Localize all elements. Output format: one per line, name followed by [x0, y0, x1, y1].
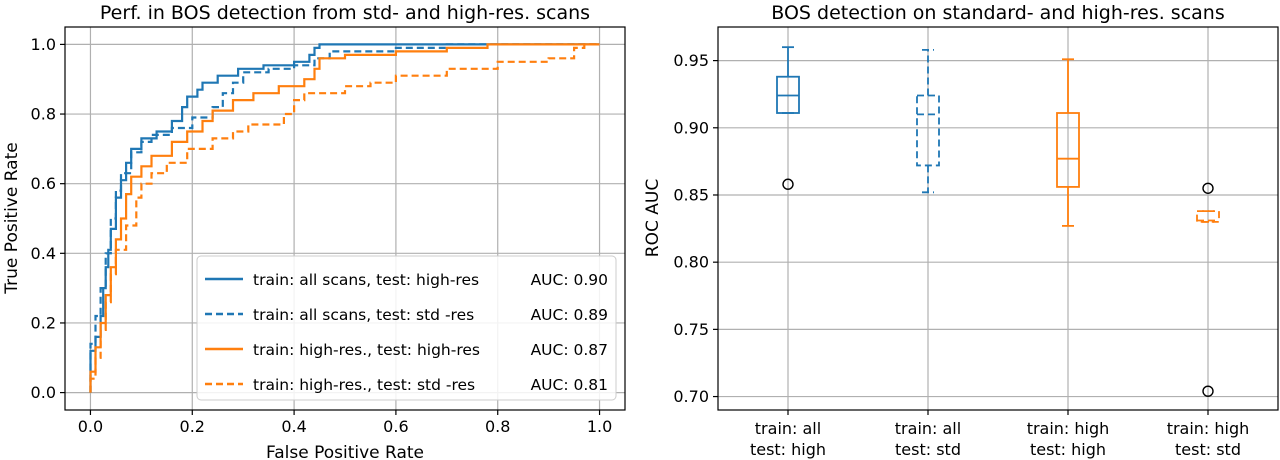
- boxplot-x-tick-label: train: high: [1167, 419, 1250, 438]
- boxplot-y-tick-label: 0.75: [673, 320, 709, 339]
- roc-curve-2: [89, 43, 600, 393]
- boxplot-grid: [718, 27, 1278, 410]
- roc-x-tick-label: 0.6: [383, 417, 408, 436]
- roc-chart-title: Perf. in BOS detection from std- and hig…: [100, 2, 590, 24]
- roc-x-tick-label: 0.8: [485, 417, 510, 436]
- roc-x-tick-label: 1.0: [587, 417, 612, 436]
- legend-label-1: train: all scans, test: high-res: [253, 271, 479, 289]
- roc-x-tick-label: 0.2: [180, 417, 205, 436]
- legend-box: [196, 255, 617, 401]
- boxplot-y-tick-label: 0.95: [673, 51, 709, 70]
- roc-y-tick-label: 0.6: [31, 174, 56, 193]
- boxplot-x-tick-label: test: high: [1030, 440, 1106, 459]
- roc-grid: [65, 27, 625, 410]
- boxplot-plot-frame: [717, 26, 1279, 411]
- roc-y-tick-label: 0.0: [31, 383, 56, 402]
- legend-auc-1: AUC: 0.90: [531, 271, 608, 289]
- boxplot-x-tick-label: test: high: [750, 440, 826, 459]
- boxplot-chart: BOS detection on standard- and high-res.…: [643, 2, 1279, 459]
- roc-y-axis-label: True Positive Rate: [2, 142, 22, 294]
- legend-label-4: train: high-res., test: std -res: [253, 376, 475, 394]
- outlier-point: [1202, 385, 1214, 397]
- box-1: [776, 46, 800, 114]
- legend-auc-2: AUC: 0.89: [531, 306, 608, 324]
- legend-label-2: train: all scans, test: std -res: [253, 306, 474, 324]
- roc-x-axis-label: False Positive Rate: [266, 443, 424, 460]
- boxplot-chart-title: BOS detection on standard- and high-res.…: [771, 2, 1224, 24]
- roc-x-tick-label: 0.0: [78, 417, 103, 436]
- box-iqr: [916, 94, 940, 167]
- box-iqr: [1056, 112, 1080, 188]
- boxplot-boxes: [776, 46, 1220, 397]
- boxplot-y-tick-label: 0.90: [673, 118, 709, 137]
- roc-ticks: 0.0 0.2 0.4 0.6 0.8 1.0 0.0 0.2 0.4 0.6 0.8 1.0: [31, 35, 613, 436]
- roc-y-tick-label: 0.4: [31, 244, 56, 263]
- roc-y-tick-label: 0.2: [31, 313, 56, 332]
- roc-lines: [89, 43, 600, 393]
- roc-y-tick-label: 1.0: [31, 35, 56, 54]
- legend-auc-3: AUC: 0.87: [531, 341, 608, 359]
- boxplot-x-tick-label: test: std: [1175, 440, 1241, 459]
- boxplot-y-tick-label: 0.80: [673, 253, 709, 272]
- outlier-point: [782, 178, 794, 190]
- roc-legend: train: all scans, test: high-res AUC: 0.9…: [196, 255, 617, 401]
- legend-auc-4: AUC: 0.81: [531, 376, 608, 394]
- boxplot-ticks: 0.70 0.75 0.80 0.85 0.90 0.95 train: all test: …: [673, 51, 1249, 459]
- boxplot-y-axis-label: ROC AUC: [643, 179, 663, 257]
- boxplot-y-tick-label: 0.85: [673, 185, 709, 204]
- boxplot-x-tick-label: train: all: [755, 419, 821, 438]
- roc-plot-frame: [64, 26, 626, 411]
- box-3: [1056, 58, 1080, 227]
- outlier-point: [1202, 182, 1214, 194]
- roc-chart: Perf. in BOS detection from std- and hig…: [2, 2, 626, 460]
- legend-label-3: train: high-res., test: high-res: [253, 341, 480, 359]
- roc-curve-4: [89, 43, 600, 393]
- boxplot-x-tick-label: train: all: [895, 419, 961, 438]
- box-2: [916, 48, 940, 194]
- box-iqr: [1196, 210, 1220, 223]
- box-4: [1196, 210, 1220, 223]
- boxplot-x-tick-label: test: std: [895, 440, 961, 459]
- roc-y-tick-label: 0.8: [31, 105, 56, 124]
- boxplot-y-tick-label: 0.70: [673, 387, 709, 406]
- roc-x-tick-label: 0.4: [281, 417, 306, 436]
- boxplot-x-tick-label: train: high: [1027, 419, 1110, 438]
